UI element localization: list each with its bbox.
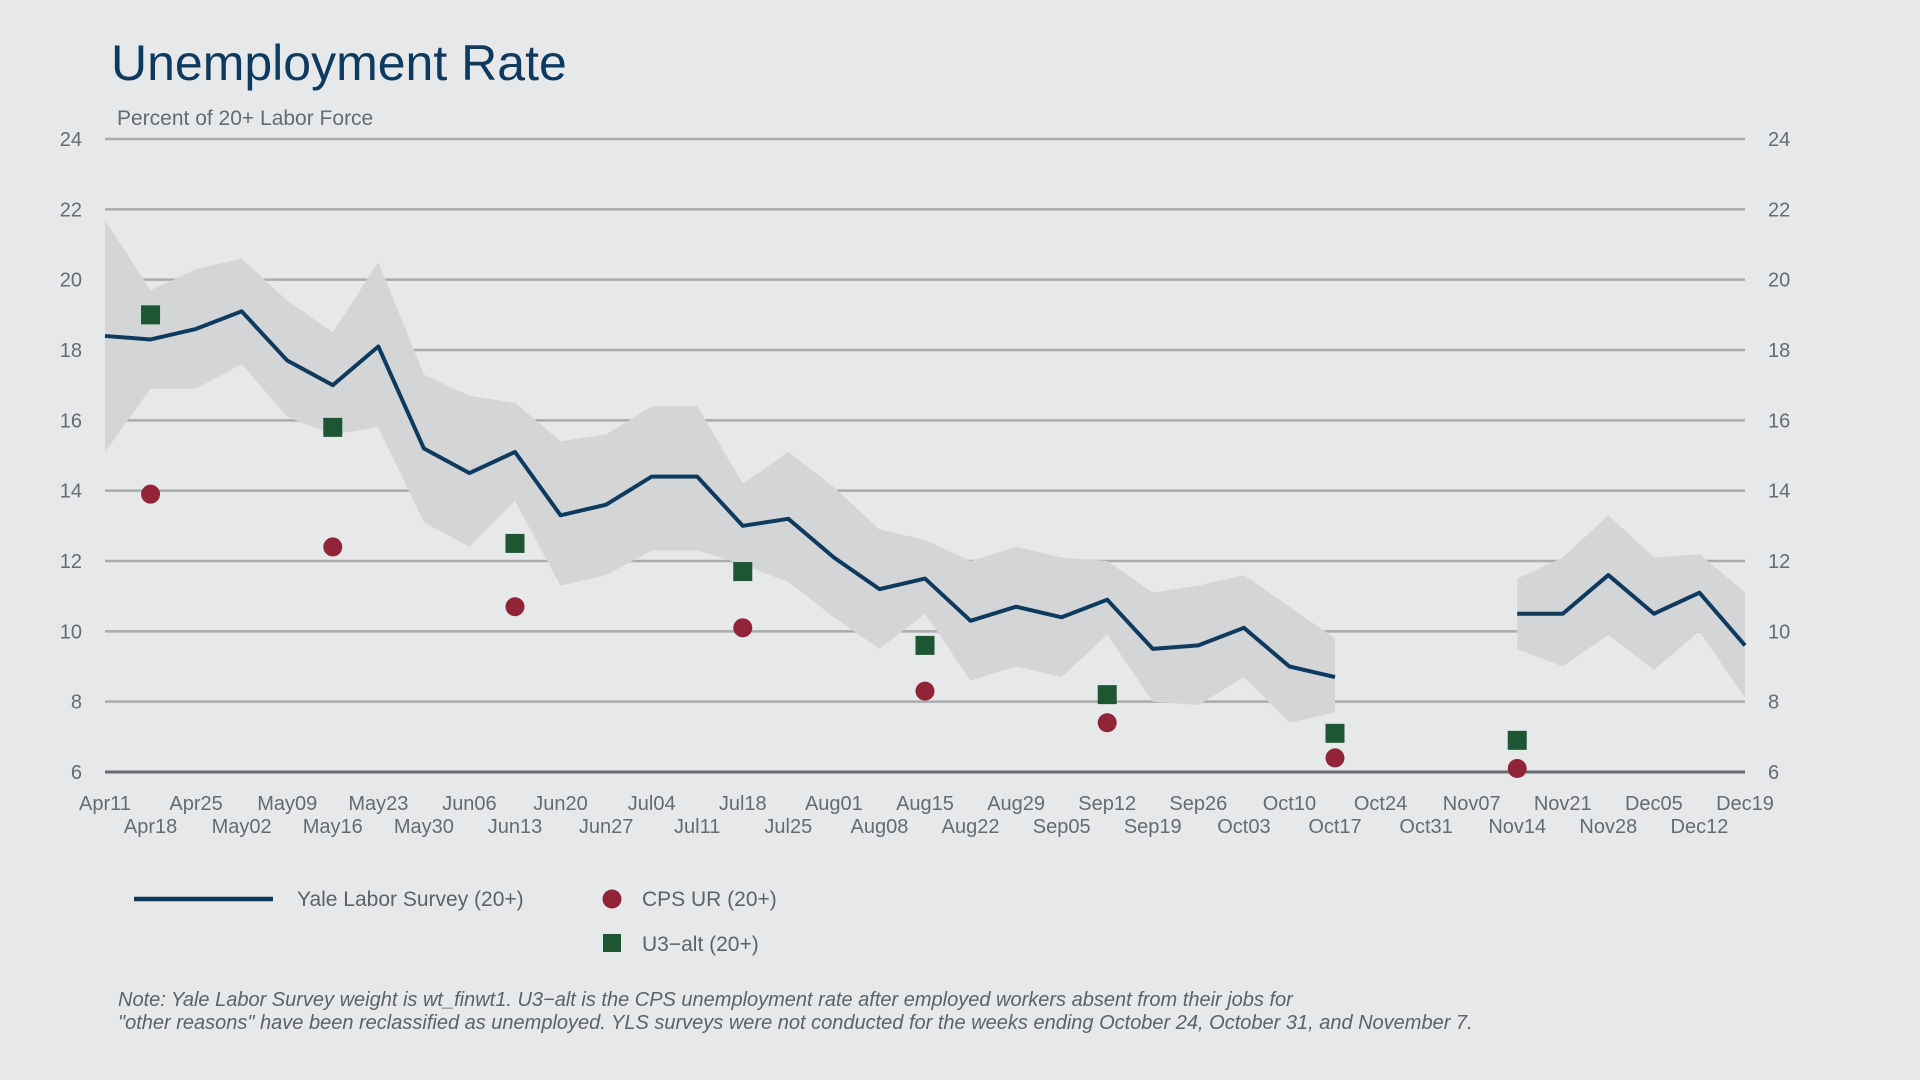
y-tick-left-6: 6 (71, 762, 82, 784)
y-tick-right-14: 14 (1768, 481, 1790, 503)
x-tick-Sep12: Sep12 (1078, 793, 1136, 815)
x-tick-labels: Apr11 Apr25 May09 May23 Jun06 Jun20 Jul04 Jul18… (79, 793, 1774, 838)
legend-circle-swatch (602, 889, 622, 909)
x-tick-Apr25: Apr25 (169, 793, 222, 815)
y-tick-left-20: 20 (60, 270, 82, 292)
x-tick-Nov21: Nov21 (1534, 793, 1592, 815)
x-tick-Jul04: Jul04 (628, 793, 676, 815)
x-tick-Jun13: Jun13 (488, 816, 543, 838)
y-tick-right-12: 12 (1768, 551, 1790, 573)
x-tick-Jul25: Jul25 (764, 816, 812, 838)
chart-subtitle: Percent of 20+ Labor Force (117, 107, 373, 130)
x-tick-May23: May23 (348, 793, 408, 815)
x-tick-Apr18: Apr18 (124, 816, 177, 838)
y-tick-right-22: 22 (1768, 199, 1790, 221)
x-tick-Sep26: Sep26 (1169, 793, 1227, 815)
y-tick-left-8: 8 (71, 692, 82, 714)
x-tick-Nov28: Nov28 (1579, 816, 1637, 838)
x-tick-Aug08: Aug08 (851, 816, 909, 838)
cps-point-May16 (323, 537, 343, 557)
cps-point-Aug15 (915, 681, 935, 701)
legend-label-yls: Yale Labor Survey (20+) (297, 888, 524, 911)
y-tick-right-10: 10 (1768, 621, 1790, 643)
x-tick-Jul11: Jul11 (674, 816, 720, 838)
x-tick-Oct10: Oct10 (1263, 793, 1316, 815)
y-tick-left-16: 16 (60, 410, 82, 432)
yls-series-line (104, 309, 1336, 679)
y-tick-right-8: 8 (1768, 692, 1779, 714)
note-line-2: "other reasons" have been reclassified a… (118, 1012, 1473, 1034)
yls-confidence-band-segment (1517, 515, 1745, 699)
y-tick-left-12: 12 (60, 551, 82, 573)
cps-point-Jul18 (733, 618, 753, 638)
x-tick-Aug01: Aug01 (805, 793, 863, 815)
x-tick-Jun06: Jun06 (442, 793, 497, 815)
u3alt-point-Aug15 (915, 635, 935, 655)
yls-confidence-band-segment (105, 219, 1335, 723)
x-tick-Dec05: Dec05 (1625, 793, 1683, 815)
x-tick-Sep19: Sep19 (1124, 816, 1182, 838)
u3alt-point-Oct17 (1325, 723, 1345, 743)
y-tick-left-18: 18 (60, 340, 82, 362)
cps-point-Apr18 (141, 484, 161, 504)
x-tick-Aug29: Aug29 (987, 793, 1045, 815)
u3alt-point-Jun13 (505, 533, 525, 553)
y-tick-left-10: 10 (60, 621, 82, 643)
x-tick-Jun27: Jun27 (579, 816, 634, 838)
gridlines (105, 137, 1745, 774)
y-tick-right-6: 6 (1768, 762, 1779, 784)
x-tick-Nov14: Nov14 (1488, 816, 1546, 838)
u3alt-point-Apr18 (141, 305, 161, 325)
x-tick-Aug22: Aug22 (942, 816, 1000, 838)
y-tick-left-22: 22 (60, 199, 82, 221)
y-tick-right-24: 24 (1768, 129, 1790, 151)
scatter-markers (141, 305, 1527, 778)
x-tick-Oct03: Oct03 (1217, 816, 1270, 838)
x-tick-Dec12: Dec12 (1671, 816, 1729, 838)
x-tick-May02: May02 (212, 816, 272, 838)
x-tick-Jul18: Jul18 (719, 793, 767, 815)
x-tick-Nov07: Nov07 (1443, 793, 1501, 815)
y-tick-labels: 6 6 8 8 10 10 12 12 14 14 16 16 18 18 20 20 22 22 24 24 (60, 129, 1791, 784)
y-tick-right-16: 16 (1768, 410, 1790, 432)
legend-label-cps: CPS UR (20+) (642, 888, 777, 911)
yls-series-line (1517, 573, 1747, 647)
yls-line-layer (104, 309, 1747, 679)
cps-point-Jun13 (505, 597, 525, 617)
x-tick-May16: May16 (303, 816, 363, 838)
u3alt-point-Nov14 (1507, 730, 1527, 750)
x-tick-Oct31: Oct31 (1399, 816, 1452, 838)
u3alt-point-Sep12 (1097, 685, 1117, 705)
y-tick-right-20: 20 (1768, 270, 1790, 292)
x-tick-May09: May09 (257, 793, 317, 815)
x-tick-Oct24: Oct24 (1354, 793, 1407, 815)
note-line-1: Note: Yale Labor Survey weight is wt_fin… (118, 989, 1294, 1011)
cps-point-Nov14 (1507, 758, 1527, 778)
u3alt-point-May16 (323, 417, 343, 437)
confidence-band (105, 219, 1745, 723)
footnote: Note: Yale Labor Survey weight is wt_fin… (118, 989, 1473, 1034)
legend: Yale Labor Survey (20+) CPS UR (20+) U3−al… (134, 888, 777, 956)
chart-title: Unemployment Rate (111, 35, 567, 91)
y-tick-right-18: 18 (1768, 340, 1790, 362)
x-tick-Sep05: Sep05 (1033, 816, 1091, 838)
cps-point-Oct17 (1325, 748, 1345, 768)
cps-point-Sep12 (1097, 713, 1117, 733)
legend-square-swatch (603, 934, 621, 952)
y-tick-left-24: 24 (60, 129, 82, 151)
legend-label-u3alt: U3−alt (20+) (642, 933, 759, 956)
x-tick-Aug15: Aug15 (896, 793, 954, 815)
y-tick-left-14: 14 (60, 481, 82, 503)
x-tick-Oct17: Oct17 (1308, 816, 1361, 838)
u3alt-point-Jul18 (733, 562, 753, 582)
x-tick-Dec19: Dec19 (1716, 793, 1774, 815)
x-tick-May30: May30 (394, 816, 454, 838)
x-tick-Jun20: Jun20 (533, 793, 588, 815)
x-tick-Apr11: Apr11 (79, 793, 131, 815)
